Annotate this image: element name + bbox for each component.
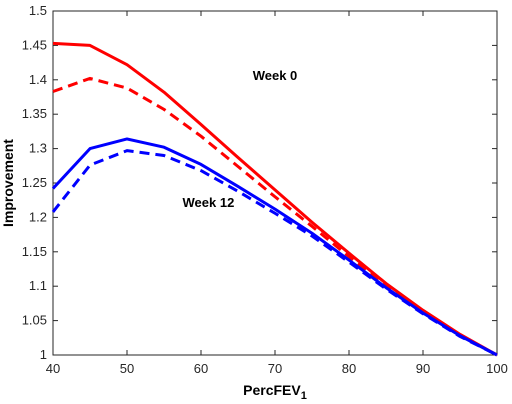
plot-area [52,10,498,356]
x-tick-label: 100 [486,361,508,376]
y-tick-label: 1.35 [22,106,47,121]
x-tick-label: 70 [268,361,282,376]
y-tick-label: 1.15 [22,244,47,259]
x-tick-label: 90 [416,361,430,376]
y-tick-label: 1.3 [29,141,47,156]
annotation-label: Week 12 [183,195,235,210]
x-axis-label-text: PercFEV [243,382,301,398]
y-tick-label: 1.4 [29,72,47,87]
x-tick-label: 80 [342,361,356,376]
y-tick-label: 1.25 [22,175,47,190]
series-line-4 [51,149,498,357]
x-tick-label: 60 [194,361,208,376]
series-layer [51,41,498,357]
annotation-label: Week 0 [253,68,298,83]
y-tick-label: 1.05 [22,313,47,328]
y-tick-label: 1.5 [29,3,47,18]
x-tick-label: 50 [120,361,134,376]
x-axis-ticks: 40 50 60 70 80 90 100 [46,11,508,376]
x-axis-label-subscript: 1 [301,390,307,402]
series-line-1 [52,41,498,357]
x-axis-label: PercFEV1 [243,382,307,402]
y-axis-label: Improvement [0,139,16,227]
annotation-layer: Week 0 Week 12 [183,68,298,210]
y-axis-ticks: 1 1.05 1.1 1.15 1.2 1.25 1.3 1.35 1.4 1.45 1.5 [22,3,497,362]
y-tick-label: 1.2 [29,209,47,224]
y-tick-label: 1 [40,347,47,362]
y-tick-label: 1.45 [22,37,47,52]
x-tick-label: 40 [46,361,60,376]
y-tick-label: 1.1 [29,278,47,293]
